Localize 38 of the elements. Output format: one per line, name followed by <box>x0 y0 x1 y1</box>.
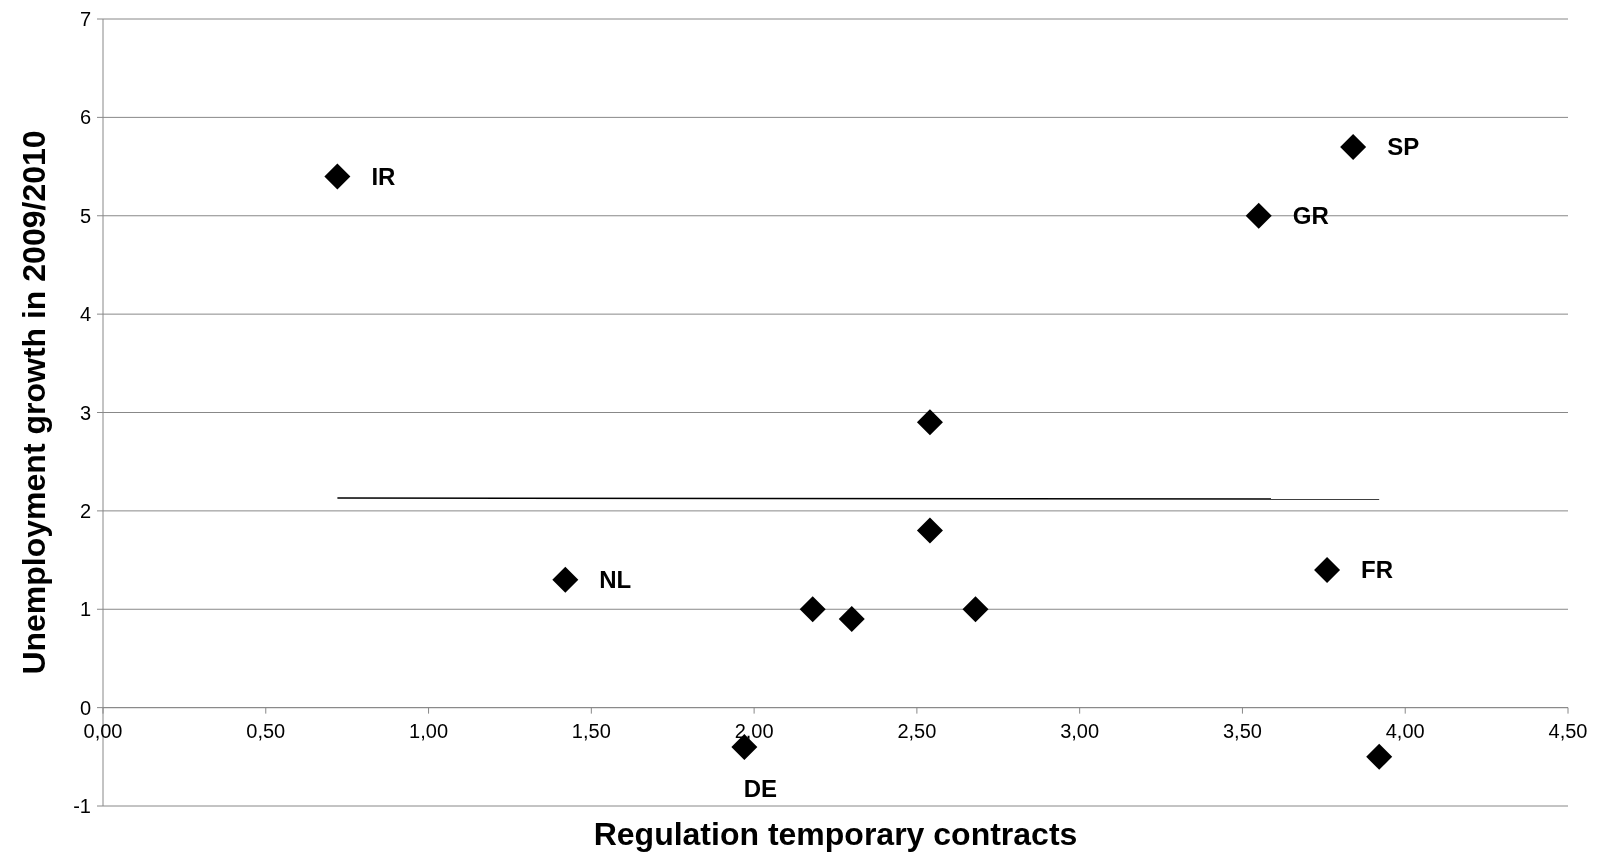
x-tick-label: 4,00 <box>1385 719 1425 742</box>
annotation: SP <box>1387 133 1420 161</box>
x-tick-label: 1,00 <box>409 719 449 742</box>
annotation: DE <box>743 775 778 803</box>
point <box>552 566 579 593</box>
y-tick-label: 0 <box>79 696 91 719</box>
annotation: NL <box>599 566 632 594</box>
point <box>1314 556 1341 583</box>
point <box>1245 202 1272 229</box>
x-tick-label: 3,50 <box>1222 719 1262 742</box>
x-axis-title: Regulation temporary contracts <box>593 816 1078 852</box>
y-tick-label: 7 <box>79 8 91 30</box>
point <box>324 163 351 190</box>
point <box>962 596 989 623</box>
x-tick-label: 3,00 <box>1060 719 1100 742</box>
y-tick-label: 3 <box>79 401 91 424</box>
x-tick-label: 2,00 <box>734 719 774 742</box>
annotation: GR <box>1292 202 1329 230</box>
point <box>916 409 943 436</box>
y-tick-label: 4 <box>79 303 91 326</box>
y-tick-label: 1 <box>79 598 91 621</box>
point <box>916 517 943 544</box>
x-tick-label: 1,50 <box>571 719 611 742</box>
x-tick-label: 0,50 <box>246 719 286 742</box>
point <box>799 596 826 623</box>
y-tick-label: 5 <box>79 204 91 227</box>
annotation: IR <box>371 162 396 190</box>
y-tick-label: 6 <box>79 106 91 129</box>
x-tick-label: 4,50 <box>1548 719 1588 742</box>
y-tick-label: 2 <box>79 499 91 522</box>
point <box>1366 743 1393 770</box>
x-tick-label: 0,00 <box>83 719 123 742</box>
y-tick-label: -1 <box>73 795 91 817</box>
y-axis-title: Unemployment growth in 2009/2010 <box>16 130 52 675</box>
point <box>838 606 865 633</box>
x-tick-label: 2,50 <box>897 719 937 742</box>
point <box>1340 133 1367 160</box>
annotation: FR <box>1361 556 1394 584</box>
